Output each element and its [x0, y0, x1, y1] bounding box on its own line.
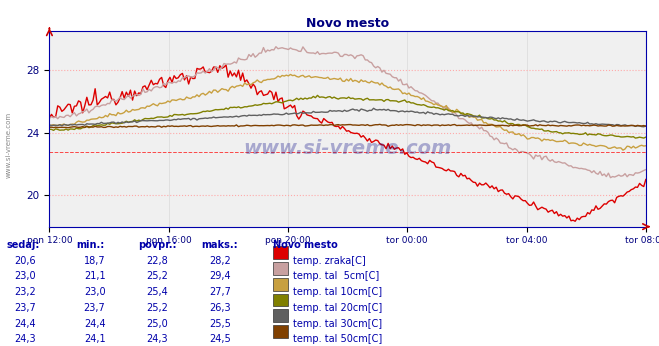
- Bar: [273, 309, 288, 322]
- Text: 28,2: 28,2: [209, 256, 231, 266]
- Text: sedaj:: sedaj:: [7, 240, 40, 250]
- Text: temp. tal 30cm[C]: temp. tal 30cm[C]: [293, 319, 382, 329]
- Bar: [273, 325, 288, 338]
- Text: temp. tal 50cm[C]: temp. tal 50cm[C]: [293, 334, 382, 344]
- Text: 25,0: 25,0: [146, 319, 168, 329]
- Text: 24,5: 24,5: [209, 334, 231, 344]
- Text: temp. tal  5cm[C]: temp. tal 5cm[C]: [293, 271, 380, 281]
- Text: povpr.:: povpr.:: [138, 240, 177, 250]
- Text: 27,7: 27,7: [209, 287, 231, 297]
- Text: Novo mesto: Novo mesto: [273, 240, 338, 250]
- Text: 24,3: 24,3: [146, 334, 168, 344]
- Title: Novo mesto: Novo mesto: [306, 17, 389, 30]
- Text: 22,8: 22,8: [146, 256, 168, 266]
- Text: 23,7: 23,7: [14, 303, 36, 313]
- Text: 23,0: 23,0: [84, 287, 105, 297]
- Text: 26,3: 26,3: [209, 303, 231, 313]
- Text: temp. zraka[C]: temp. zraka[C]: [293, 256, 366, 266]
- Text: 21,1: 21,1: [84, 271, 105, 281]
- Text: 18,7: 18,7: [84, 256, 105, 266]
- Text: 29,4: 29,4: [209, 271, 231, 281]
- Text: temp. tal 10cm[C]: temp. tal 10cm[C]: [293, 287, 382, 297]
- Text: temp. tal 20cm[C]: temp. tal 20cm[C]: [293, 303, 382, 313]
- Text: 25,5: 25,5: [209, 319, 231, 329]
- Text: min.:: min.:: [76, 240, 104, 250]
- Text: 24,4: 24,4: [14, 319, 36, 329]
- Text: maks.:: maks.:: [201, 240, 238, 250]
- Text: 23,2: 23,2: [14, 287, 36, 297]
- Bar: [273, 278, 288, 291]
- Text: 25,2: 25,2: [146, 303, 168, 313]
- Text: 24,3: 24,3: [14, 334, 36, 344]
- Text: www.si-vreme.com: www.si-vreme.com: [5, 112, 11, 179]
- Text: 25,4: 25,4: [146, 287, 168, 297]
- Text: 24,4: 24,4: [84, 319, 105, 329]
- Text: 25,2: 25,2: [146, 271, 168, 281]
- Text: 23,7: 23,7: [84, 303, 105, 313]
- Text: www.si-vreme.com: www.si-vreme.com: [243, 139, 452, 158]
- Bar: [273, 246, 288, 259]
- Text: 23,0: 23,0: [14, 271, 36, 281]
- Text: 20,6: 20,6: [14, 256, 36, 266]
- Bar: [273, 294, 288, 306]
- Bar: [273, 262, 288, 275]
- Text: 24,1: 24,1: [84, 334, 105, 344]
